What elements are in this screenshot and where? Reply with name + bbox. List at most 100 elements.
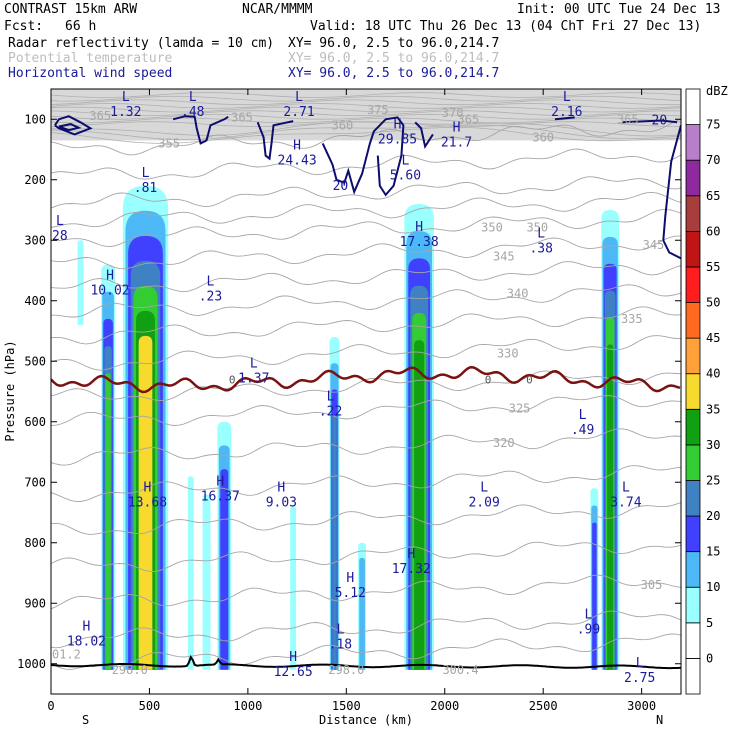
extremum-type: H — [216, 474, 224, 489]
y-tick-label: 300 — [24, 233, 46, 247]
field-name-wind: Horizontal wind speed — [8, 66, 172, 81]
extremum-type: L — [295, 90, 303, 105]
x-tick-label: 2500 — [529, 699, 558, 713]
extremum-value: 5.12 — [335, 586, 366, 601]
y-tick-label: 600 — [24, 415, 46, 429]
extremum-type: H — [289, 650, 297, 665]
colorbar-swatch — [685, 373, 701, 410]
theta-contour-line — [51, 235, 681, 270]
extremum-type: H — [293, 139, 301, 154]
extremum-value: 12.65 — [274, 665, 313, 680]
extremum-value: 10.02 — [90, 284, 129, 299]
extremum-type: H — [83, 620, 91, 635]
colorbar-level-label: 75 — [706, 118, 720, 132]
theta-contour-line — [51, 428, 681, 466]
extremum-value: .48 — [181, 105, 204, 120]
colorbar-level-label: 25 — [706, 473, 720, 487]
header: CONTRAST 15km ARW NCAR/MMMM Init: 00 UTC… — [4, 2, 721, 81]
extremum-type: H — [394, 117, 402, 132]
theta-contour-label: 330 — [497, 346, 519, 360]
x-left-end-label: S — [82, 713, 89, 727]
wind-contour-line — [256, 120, 294, 161]
extremum-value: 17.32 — [392, 562, 431, 577]
theta-contour-line — [51, 502, 681, 535]
reflectivity-cell — [358, 542, 366, 670]
reflectivity-level-10 — [290, 506, 297, 670]
extremum-type: H — [144, 480, 152, 495]
valid-time: Valid: 18 UTC Thu 26 Dec 13 (04 ChT Fri … — [310, 19, 701, 34]
reflectivity-level-10 — [187, 476, 194, 670]
freezing-level-label: 0 — [526, 373, 533, 386]
reflectivity-level-35 — [607, 344, 614, 670]
fcst-value: 66 h — [65, 19, 96, 34]
extremum-value: .18 — [329, 638, 352, 653]
x-tick-label: 2000 — [430, 699, 459, 713]
reflectivity-cell — [404, 203, 434, 670]
theta-contour-line — [51, 284, 681, 318]
colorbar-level-label: 45 — [706, 331, 720, 345]
theta-contour-label: 325 — [509, 401, 531, 415]
freezing-level: 0 0 0 — [51, 366, 681, 394]
x-tick-label: 500 — [139, 699, 161, 713]
reflectivity-cell — [101, 264, 115, 670]
extremum-value: 24.43 — [278, 154, 317, 169]
colorbar-swatch — [685, 551, 701, 588]
theta-contour-label: 355 — [158, 136, 180, 150]
theta-contour-label: 300.4 — [442, 663, 478, 677]
extremum-value: 3.74 — [610, 495, 641, 510]
theta-contour-line — [51, 191, 681, 228]
x-right-end-label: N — [656, 713, 663, 727]
extremum-value: .49 — [571, 423, 594, 438]
theta-contour-label: 365 — [231, 110, 253, 124]
init-time: Init: 00 UTC Tue 24 Dec 13 — [517, 2, 721, 17]
reflectivity-level-20 — [592, 522, 597, 670]
colorbar-level-label: 5 — [706, 616, 713, 630]
extremum-type: H — [453, 120, 461, 135]
extremum-value: 2.71 — [283, 105, 314, 120]
colorbar-level-label: 0 — [706, 651, 713, 665]
theta-contour-line — [51, 118, 681, 156]
theta-contour-label: 305 — [641, 578, 663, 592]
theta-contour-line — [51, 541, 681, 573]
reflectivity-cell — [187, 476, 194, 670]
theta-contour-label: 298.0 — [328, 663, 364, 677]
theta-contour-label: 320 — [493, 436, 515, 450]
extremum-type: L — [142, 166, 150, 181]
colorbar-level-label: 30 — [706, 438, 720, 452]
model-title: CONTRAST 15km ARW — [4, 2, 137, 17]
theta-contour-label: 298.0 — [112, 663, 148, 677]
extremum-type: L — [336, 623, 344, 638]
extremum-type: L — [56, 214, 64, 229]
reflectivity-level-35 — [414, 340, 425, 670]
colorbar-swatch — [685, 622, 701, 659]
x-tick-label: 1000 — [233, 699, 262, 713]
terrain-line — [51, 655, 681, 670]
extremum-type: H — [277, 480, 285, 495]
extremum-value: 29.85 — [378, 132, 417, 147]
freezing-level-label: 0 — [485, 373, 492, 386]
colorbar-level-label: 60 — [706, 224, 720, 238]
x-tick-label: 1500 — [332, 699, 361, 713]
field-name-theta: Potential temperature — [8, 51, 173, 66]
colorbar-swatch — [685, 195, 701, 232]
theta-contour-label: 340 — [507, 286, 529, 300]
x-tick-label: 0 — [47, 699, 54, 713]
reflectivity-level-30 — [105, 373, 111, 670]
theta-contour-label: 345 — [493, 250, 515, 264]
colorbar-level-label: 10 — [706, 580, 720, 594]
extremum-value: 1.37 — [238, 371, 269, 386]
reflectivity-cell — [590, 488, 599, 670]
colorbar-swatch — [685, 124, 701, 161]
colorbar-swatch — [685, 408, 701, 446]
reflectivity-level-40 — [138, 335, 153, 670]
wind-contour-line — [54, 115, 93, 136]
theta-band-line — [51, 92, 681, 98]
theta-contour-line — [51, 208, 681, 247]
theta-contour-line — [51, 465, 681, 502]
extremum-value: .38 — [529, 241, 552, 256]
extremum-type: L — [585, 607, 593, 622]
extremum-value: 18.02 — [67, 635, 106, 650]
field-xy-wind: XY= 96.0, 2.5 to 96.0,214.7 — [288, 66, 499, 81]
extremum-value: 1.32 — [110, 105, 141, 120]
theta-band-line — [51, 113, 681, 120]
